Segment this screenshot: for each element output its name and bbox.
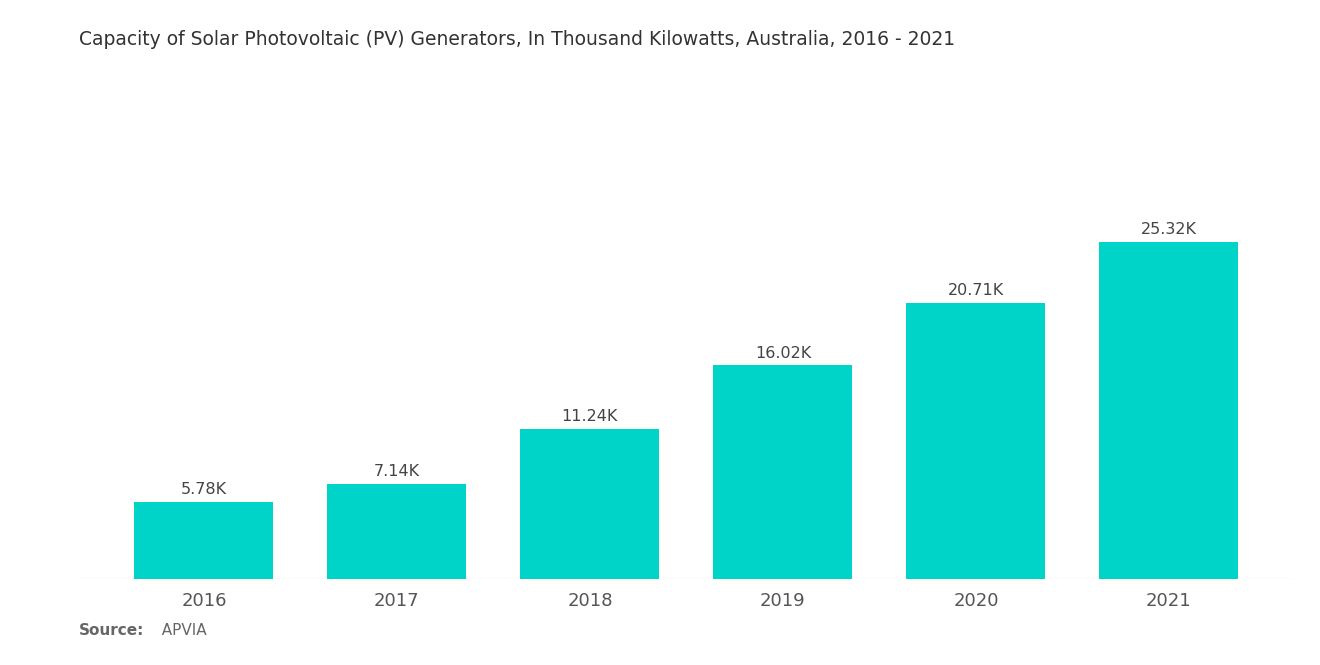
Text: 11.24K: 11.24K [562,410,618,424]
Bar [907,303,1045,579]
Text: 7.14K: 7.14K [374,464,420,479]
Text: Source:: Source: [79,623,145,638]
Text: 20.71K: 20.71K [948,283,1005,299]
Bar [327,483,466,579]
Bar [713,366,853,579]
Bar [520,429,660,579]
Bar [1100,242,1238,579]
Text: 16.02K: 16.02K [755,346,810,361]
Text: Capacity of Solar Photovoltaic (PV) Generators, In Thousand Kilowatts, Australia: Capacity of Solar Photovoltaic (PV) Gene… [79,30,956,49]
Text: APVIA: APVIA [152,623,206,638]
Text: 25.32K: 25.32K [1140,222,1197,237]
Bar [135,501,273,579]
Text: 5.78K: 5.78K [181,482,227,497]
